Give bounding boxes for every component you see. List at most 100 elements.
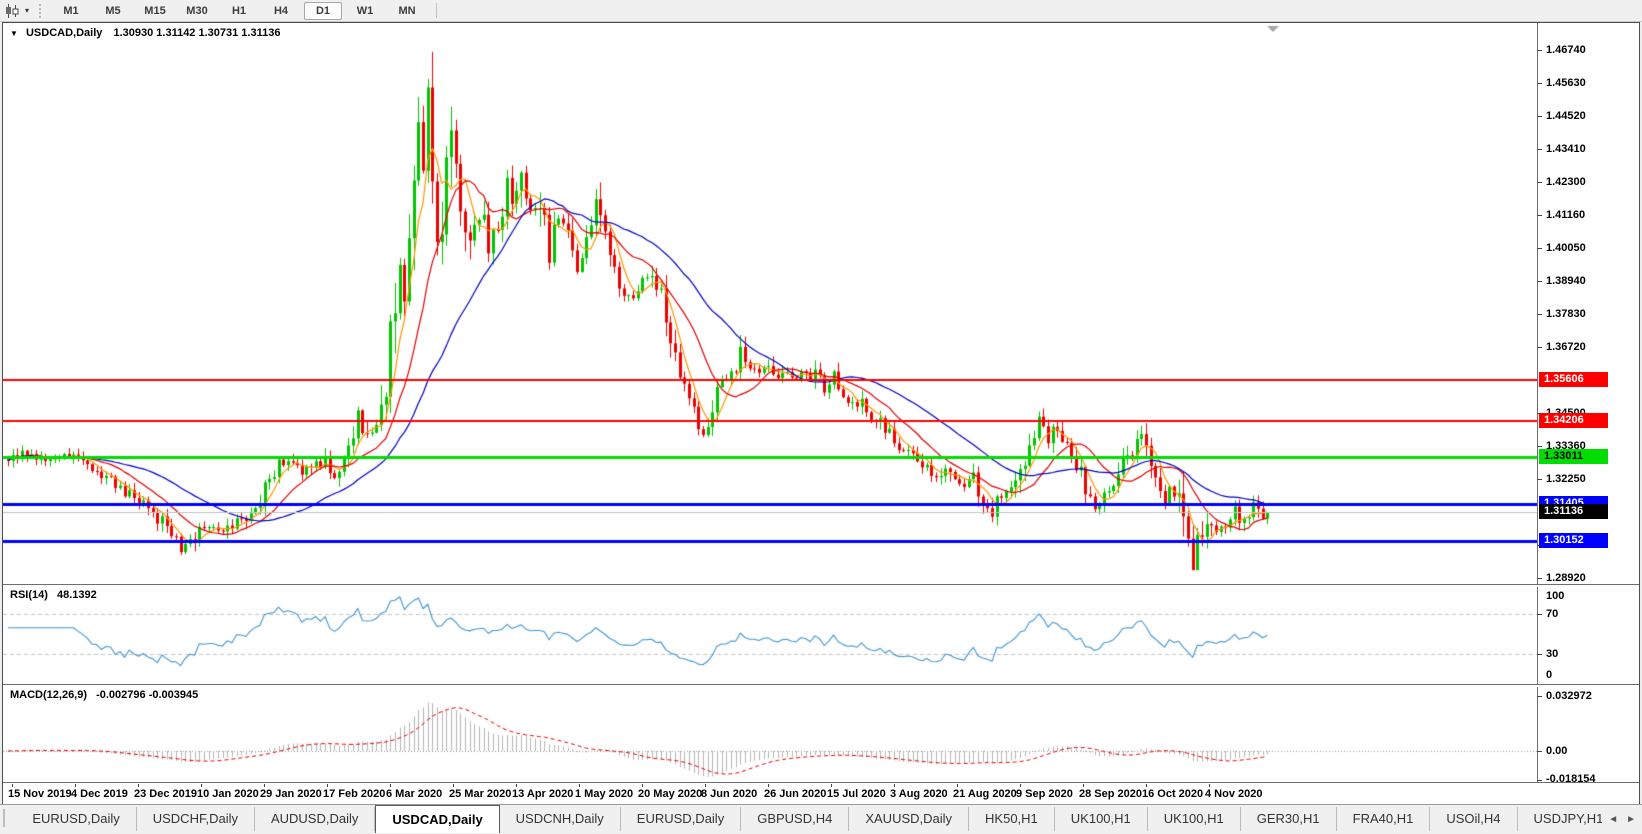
time-axis[interactable]: 15 Nov 2019 4 Dec 2019 23 Dec 2019 10 Jan 2… (3, 783, 1537, 803)
macd-axis-tick: 0.00 (1546, 745, 1568, 757)
chart-tabs: EURUSD,Daily USDCHF,Daily AUDUSD,Daily USDC… (16, 805, 1602, 833)
time-axis-label: 3 Aug 2020 (890, 788, 948, 800)
time-axis-tick-mark (138, 783, 139, 787)
tab-hk50-h1[interactable]: HK50,H1 (969, 807, 1055, 831)
chart-title-bar: ▼ USDCAD,Daily 1.30930 1.31142 1.30731 1… (10, 27, 280, 39)
price-tag: 1.31136 (1539, 504, 1608, 519)
timeframe-button-m1[interactable]: M1 (63, 5, 79, 17)
time-axis-tick-mark (201, 783, 202, 787)
timeframe-button-m5[interactable]: M5 (105, 5, 121, 17)
tab-uk100-h1[interactable]: UK100,H1 (1055, 807, 1148, 831)
price-axis-tick: 1.46740 (1546, 44, 1586, 56)
candlestick-chart-icon[interactable] (3, 3, 21, 19)
time-axis-label: 21 Aug 2020 (953, 788, 1017, 800)
rsi-axis-tick: 70 (1546, 608, 1559, 620)
macd-axis-tick: 0.032972 (1546, 690, 1592, 702)
time-axis-label: 28 Sep 2020 (1079, 788, 1142, 800)
price-tag: 1.34206 (1539, 413, 1608, 428)
tab-audusd-daily[interactable]: AUDUSD,Daily (255, 807, 376, 831)
tab-usdjpy-h1[interactable]: USDJPY,H1 (1518, 807, 1603, 831)
price-axis-tick: 1.36720 (1546, 341, 1586, 353)
tab-ger30-h1[interactable]: GER30,H1 (1241, 807, 1337, 831)
price-axis-tick-mark (1537, 314, 1542, 315)
rsi-value: 48.1392 (56, 589, 97, 601)
price-axis-tick: 1.32250 (1546, 473, 1586, 485)
pane-separator (3, 782, 1639, 784)
price-axis-tick-mark (1537, 116, 1542, 117)
tab-eurusd-daily[interactable]: EURUSD,Daily (621, 807, 742, 831)
price-axis-tick: 1.41160 (1546, 209, 1586, 221)
price-axis-tick-mark (1537, 182, 1542, 183)
price-tag: 1.33011 (1539, 449, 1608, 464)
chart-ohlc-values: 1.30930 1.31142 1.30731 1.31136 (113, 27, 281, 39)
price-axis-tick-mark (1537, 281, 1542, 282)
timeframe-button-h4[interactable]: H4 (273, 5, 289, 17)
time-axis-label: 16 Oct 2020 (1142, 788, 1204, 800)
chart-menu-icon[interactable]: ▼ (10, 29, 18, 38)
time-axis-tick-mark (831, 783, 832, 787)
tab-scroll-right-button[interactable]: ► (1626, 814, 1636, 825)
rsi-axis-tick-mark (1537, 614, 1542, 615)
toolbar-divider (436, 3, 437, 18)
macd-name: MACD(12,26,9) (10, 689, 88, 701)
price-axis[interactable]: 1.46740 1.45630 1.44520 1.43410 1.42300 1.411… (1537, 23, 1639, 803)
tab-fra40-h1[interactable]: FRA40,H1 (1337, 807, 1431, 831)
price-axis-tick-mark (1537, 578, 1542, 579)
tab-uk100-h1[interactable]: UK100,H1 (1148, 807, 1241, 831)
time-axis-tick-mark (705, 783, 706, 787)
macd-axis-tick-mark (1537, 696, 1542, 697)
tab-scroll-left-button[interactable]: ◄ (1608, 814, 1619, 825)
time-axis-label: 6 Mar 2020 (386, 788, 443, 800)
tab-usoil-h4[interactable]: USOil,H4 (1430, 807, 1518, 831)
charts-tab-bar: EURUSD,Daily USDCHF,Daily AUDUSD,Daily USDC… (0, 804, 1642, 834)
time-axis-label: 9 Sep 2020 (1016, 788, 1073, 800)
price-pane-canvas[interactable] (3, 23, 1537, 584)
timeframe-button-h1[interactable]: H1 (231, 5, 247, 17)
time-axis-label: 17 Feb 2020 (323, 788, 386, 800)
rsi-axis-tick: 0 (1546, 669, 1553, 681)
pane-separator[interactable] (3, 684, 1639, 687)
timeframe-button-d1[interactable]: D1 (304, 2, 342, 20)
price-axis-tick: 1.38940 (1546, 275, 1586, 287)
toolbar-grip[interactable] (39, 3, 44, 18)
price-axis-tick-mark (1537, 479, 1542, 480)
rsi-pane-canvas[interactable] (3, 586, 1537, 684)
chart-window: ▼ USDCAD,Daily 1.30930 1.31142 1.30731 1… (2, 22, 1640, 805)
timeframe-button-mn[interactable]: MN (398, 5, 416, 17)
tab-usdcnh-daily[interactable]: USDCNH,Daily (500, 807, 621, 831)
time-axis-tick-mark (390, 783, 391, 787)
price-tag: 1.30152 (1539, 533, 1608, 548)
price-axis-tick: 1.42300 (1546, 176, 1586, 188)
tab-usdcad-daily[interactable]: USDCAD,Daily (375, 805, 500, 833)
chevron-down-icon[interactable]: ▾ (24, 6, 29, 15)
price-tag: 1.35606 (1539, 372, 1608, 387)
tab-scroll-controls: ◄ ► (1602, 805, 1642, 834)
tab-usdchf-daily[interactable]: USDCHF,Daily (137, 807, 255, 831)
price-axis-tick-mark (1537, 347, 1542, 348)
macd-values: -0.002796 -0.003945 (96, 689, 199, 701)
macd-pane-canvas[interactable] (3, 686, 1537, 782)
rsi-axis-tick: 100 (1546, 590, 1565, 602)
price-axis-tick: 1.40050 (1546, 242, 1586, 254)
rsi-axis-tick: 30 (1546, 648, 1559, 660)
price-axis-tick: 1.43410 (1546, 143, 1586, 155)
time-axis-label: 20 May 2020 (638, 788, 703, 800)
time-axis-tick-mark (327, 783, 328, 787)
time-axis-label: 26 Jun 2020 (764, 788, 827, 800)
rsi-name: RSI(14) (10, 589, 48, 601)
pane-separator[interactable] (3, 584, 1639, 587)
time-axis-label: 15 Jul 2020 (827, 788, 886, 800)
timeframe-button-m15[interactable]: M15 (144, 5, 166, 17)
price-axis-tick-mark (1537, 83, 1542, 84)
tab-xauusd-daily[interactable]: XAUUSD,Daily (849, 807, 970, 831)
tab-gbpusd-h4[interactable]: GBPUSD,H4 (741, 807, 850, 831)
price-axis-tick: 1.44520 (1546, 110, 1586, 122)
rsi-axis-tick-mark (1537, 654, 1542, 655)
time-axis-tick-mark (12, 783, 13, 787)
timeframe-button-w1[interactable]: W1 (356, 5, 374, 17)
price-axis-tick-mark (1537, 248, 1542, 249)
price-axis-tick-mark (1537, 149, 1542, 150)
timeframe-button-m30[interactable]: M30 (186, 5, 208, 17)
tab-eurusd-daily[interactable]: EURUSD,Daily (16, 807, 137, 831)
